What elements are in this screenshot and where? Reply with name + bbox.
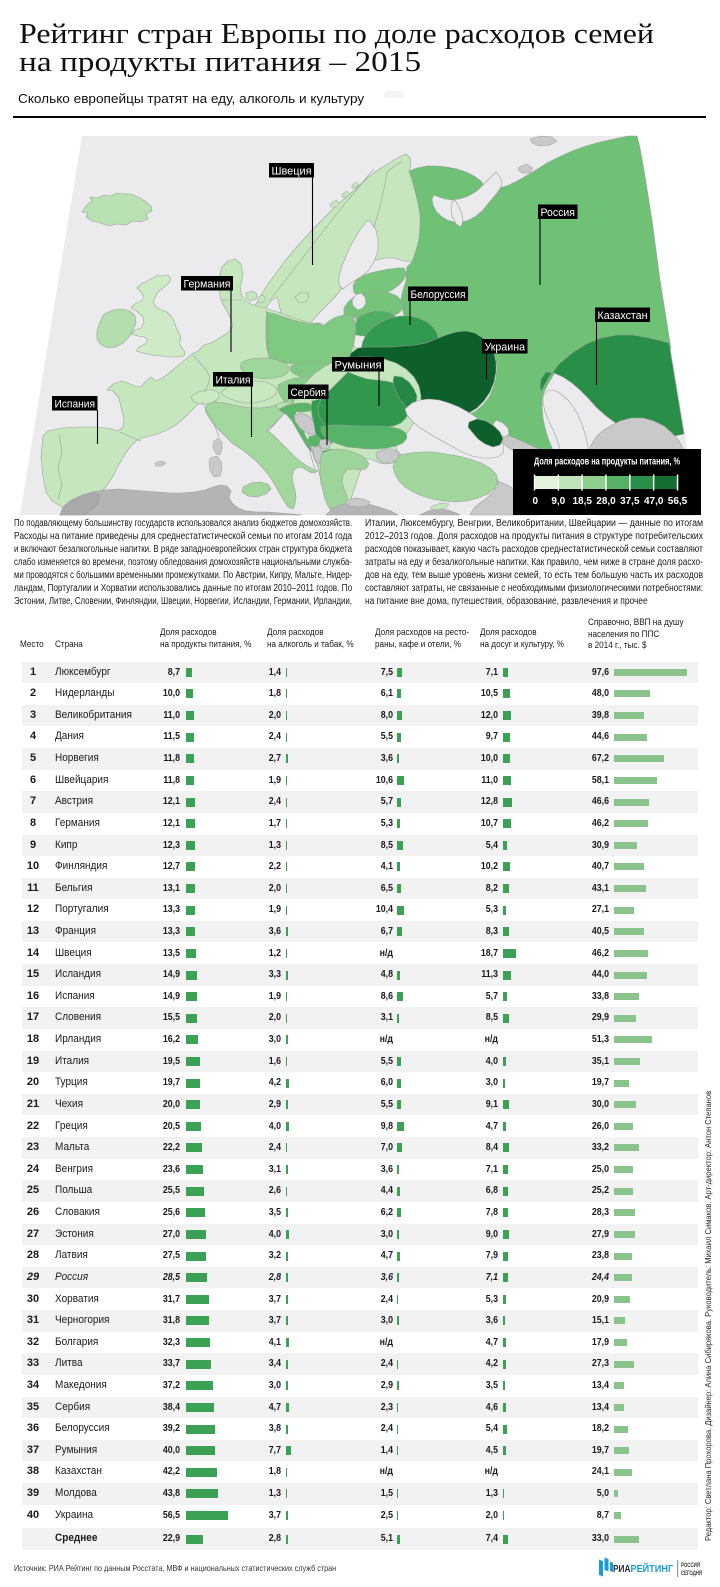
svg-text:РЕЙТИНГ: РЕЙТИНГ [631, 1562, 674, 1575]
svg-text:56,5: 56,5 [668, 496, 688, 507]
svg-text:Италия: Италия [216, 374, 251, 386]
svg-text:Сербия: Сербия [291, 387, 327, 399]
svg-text:Испания: Испания [55, 398, 96, 410]
svg-text:28,0: 28,0 [596, 496, 616, 507]
svg-text:Доля расходов на продукты пита: Доля расходов на продукты питания, % [534, 457, 680, 468]
svg-text:18,5: 18,5 [572, 496, 592, 507]
svg-text:37,5: 37,5 [620, 496, 640, 507]
svg-text:СЕГОДНЯ: СЕГОДНЯ [681, 1570, 702, 1577]
svg-text:Россия: Россия [541, 207, 576, 219]
svg-text:Германия: Германия [184, 278, 231, 290]
svg-text:РИА: РИА [613, 1563, 631, 1575]
svg-text:9,0: 9,0 [551, 496, 565, 507]
svg-text:Швеция: Швеция [272, 165, 312, 177]
svg-text:РОССИЯ: РОССИЯ [681, 1562, 700, 1569]
svg-text:Белоруссия: Белоруссия [411, 289, 466, 301]
svg-text:47,0: 47,0 [644, 496, 664, 507]
svg-text:0: 0 [533, 496, 539, 507]
svg-text:Румыния: Румыния [335, 359, 382, 371]
svg-text:Украина: Украина [485, 341, 526, 353]
svg-text:Казахстан: Казахстан [598, 310, 648, 322]
